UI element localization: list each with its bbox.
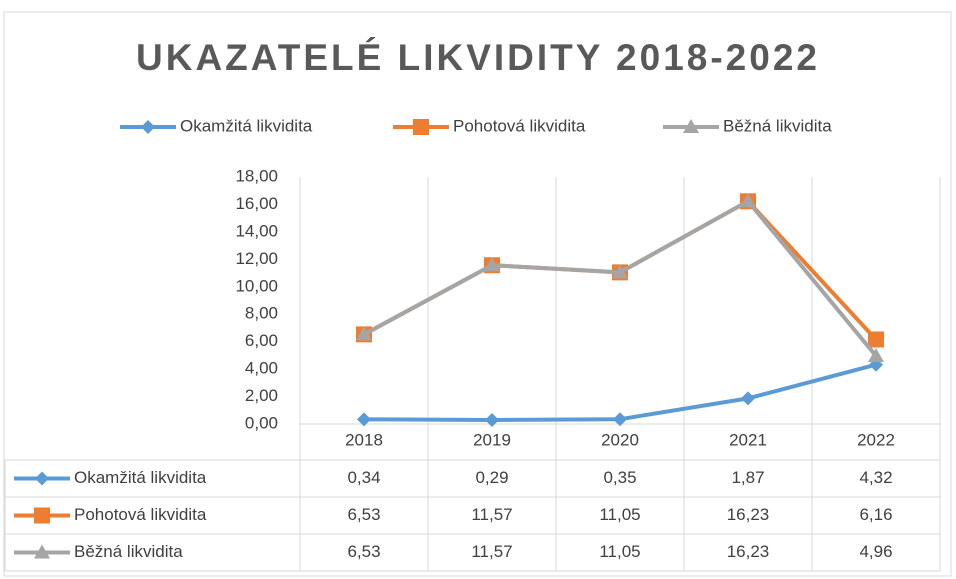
data-point [740,193,756,208]
table-legend-marker [34,507,50,524]
x-tick-label: 2020 [601,430,639,449]
legend-marker [141,120,155,134]
legend-label: Okamžitá likvidita [180,116,313,135]
y-tick-label: 0,00 [245,413,278,432]
data-point [484,257,500,272]
legend-label: Pohotová likvidita [453,116,586,135]
table-cell: 6,53 [347,505,380,524]
table-cell: 1,87 [731,468,764,487]
y-tick-label: 16,00 [235,194,278,213]
chart-title: UKAZATELÉ LIKVIDITY 2018-2022 [136,37,820,78]
table-cell: 4,96 [859,542,892,561]
data-point [741,391,755,406]
x-tick-label: 2018 [345,430,383,449]
y-tick-label: 2,00 [245,386,278,405]
x-tick-label: 2021 [729,430,767,449]
table-cell: 0,34 [347,468,380,487]
table-row-label: Pohotová likvidita [74,505,207,524]
table-cell: 11,57 [471,542,512,561]
y-tick-label: 10,00 [235,276,278,295]
table-cell: 0,35 [603,468,636,487]
y-tick-label: 14,00 [235,221,278,240]
table-cell: 16,23 [727,505,770,524]
table-cell: 0,29 [475,468,508,487]
data-point [356,326,372,341]
data-point [612,264,628,279]
table-cell: 11,57 [471,505,512,524]
table-cell: 4,32 [859,468,892,487]
y-tick-label: 8,00 [245,304,278,323]
y-tick-label: 12,00 [235,249,278,268]
table-row-label: Okamžitá likvidita [74,468,207,487]
table-legend-marker [34,544,50,559]
table-cell: 11,05 [599,542,640,561]
data-point [613,412,627,427]
x-tick-label: 2019 [473,430,511,449]
data-point [357,412,371,427]
table-cell: 6,16 [859,505,892,524]
legend-marker [413,119,429,135]
data-point [868,331,884,348]
y-tick-label: 4,00 [245,359,278,378]
legend-label: Běžná likvidita [723,116,832,135]
data-point [485,413,499,428]
y-tick-label: 6,00 [245,331,278,350]
chart-border [3,11,952,577]
table-cell: 11,05 [599,505,640,524]
legend-marker [683,119,699,133]
data-point [868,347,884,362]
table-cell: 6,53 [347,542,380,561]
y-tick-label: 18,00 [235,166,278,185]
x-tick-label: 2022 [857,430,895,449]
table-cell: 16,23 [727,542,770,561]
table-row-label: Běžná likvidita [74,542,183,561]
table-legend-marker [35,471,49,486]
